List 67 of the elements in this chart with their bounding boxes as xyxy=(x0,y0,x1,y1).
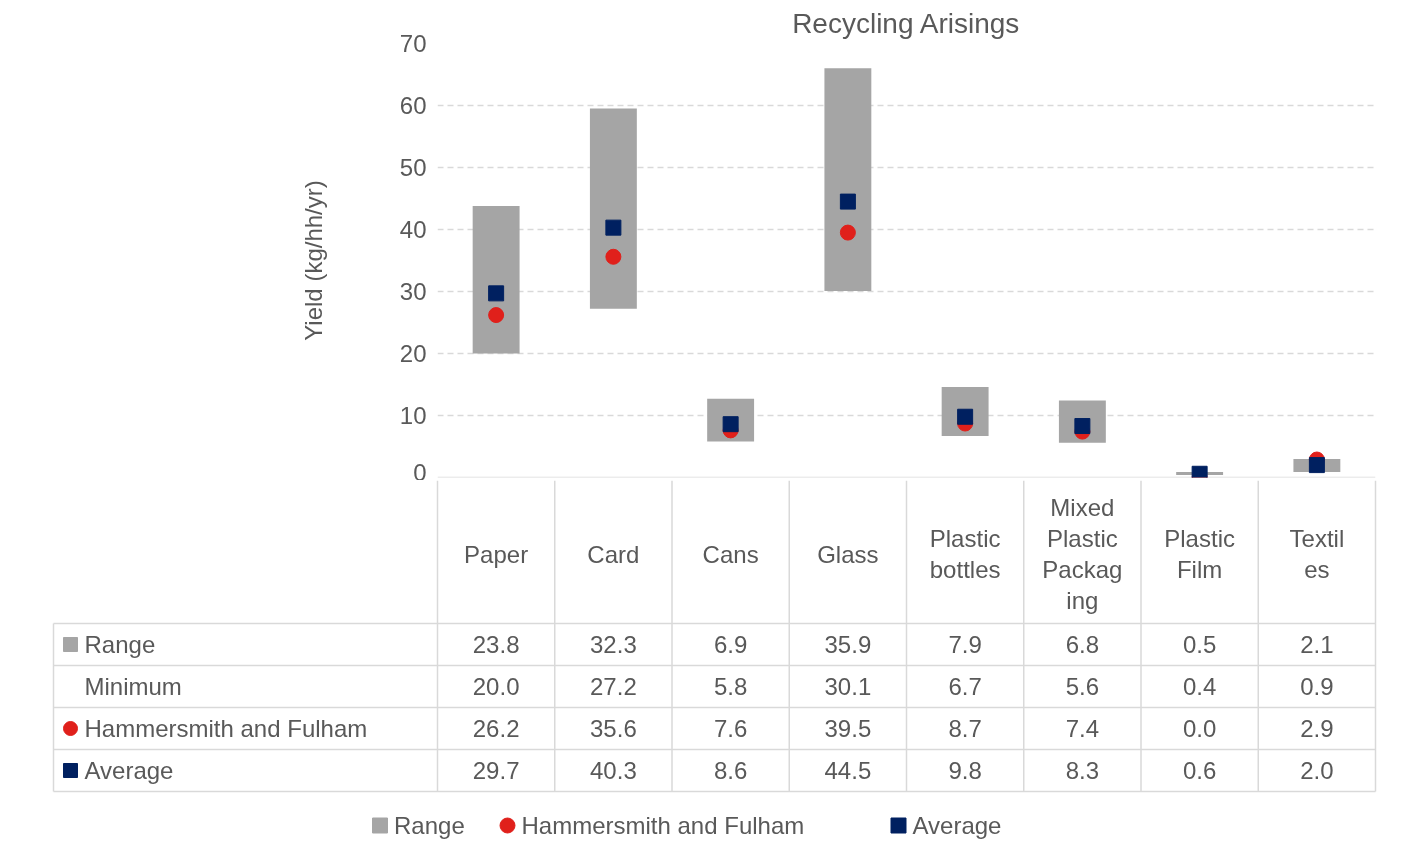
chart-title: Recycling Arisings xyxy=(792,7,1020,39)
point xyxy=(839,224,856,241)
data-label: 2.0 xyxy=(1300,757,1334,784)
data-label: 29.7 xyxy=(472,757,520,784)
text: Hammersmith and Fulham xyxy=(521,812,805,839)
data-label: 8.3 xyxy=(1065,757,1100,784)
data-label: 35.6 xyxy=(590,715,637,742)
data-label: 6.9 xyxy=(713,631,748,658)
data-label: 2.9 xyxy=(1300,715,1334,742)
y-tick-label: 50 xyxy=(399,154,427,181)
x-tick-label: Textiles xyxy=(1289,524,1345,584)
text: 0.4 xyxy=(1182,673,1217,700)
legend-label: Average xyxy=(912,812,1002,839)
legend-label: Hammersmith and Fulham xyxy=(84,715,368,742)
data-label: 6.8 xyxy=(1065,631,1100,658)
y-tick-label: 10 xyxy=(399,402,427,429)
data-label: 26.2 xyxy=(472,715,520,742)
point xyxy=(605,248,622,265)
x-tick-label: Card xyxy=(587,540,640,568)
text: 20.0 xyxy=(472,673,520,700)
y-tick-label: 40 xyxy=(399,216,427,243)
x-tick-label: Mixed Plastic Packaging xyxy=(1042,493,1123,615)
text: 30.1 xyxy=(824,673,872,700)
data-label: 7.9 xyxy=(948,631,982,658)
data-label: 23.8 xyxy=(472,631,520,658)
data-label: 40.3 xyxy=(590,757,637,784)
x-tick-label: Cans xyxy=(702,540,759,568)
point xyxy=(488,285,505,302)
y-tick-label: 60 xyxy=(399,92,427,119)
text: 5.6 xyxy=(1065,673,1100,700)
bar xyxy=(824,68,872,291)
text: Average xyxy=(84,757,174,784)
x-tick-label: Paper xyxy=(464,540,529,568)
data-label: 2.1 xyxy=(1300,631,1334,658)
legend-label: Range xyxy=(394,812,465,839)
bar xyxy=(472,205,520,354)
y-axis-title: Yield (kg/hh/yr) xyxy=(299,180,327,341)
data-label: 0.6 xyxy=(1182,757,1217,784)
text: 6.7 xyxy=(948,673,982,700)
x-tick-label: Plastic Film xyxy=(1164,524,1235,584)
data-label: 0.5 xyxy=(1182,631,1217,658)
data-label: 32.3 xyxy=(590,631,637,658)
y-tick-label: 20 xyxy=(399,340,427,367)
data-label: 44.5 xyxy=(824,757,872,784)
point xyxy=(488,307,505,324)
data-label: 8.7 xyxy=(948,715,982,742)
x-tick-label: Glass xyxy=(817,540,879,568)
data-label: 9.8 xyxy=(948,757,982,784)
data-label: 7.4 xyxy=(1065,715,1100,742)
data-label: 39.5 xyxy=(824,715,872,742)
y-tick-label: 70 xyxy=(399,30,427,57)
point xyxy=(605,219,622,236)
text: 5.8 xyxy=(713,673,748,700)
x-tick-label: Plastic bottles xyxy=(929,524,1001,584)
point xyxy=(839,193,856,210)
data-label: 8.6 xyxy=(713,757,748,784)
data-label: 35.9 xyxy=(824,631,872,658)
bar xyxy=(589,108,637,309)
data-label: 0.0 xyxy=(1182,715,1217,742)
point xyxy=(1308,457,1325,474)
text: 0.9 xyxy=(1300,673,1334,700)
text: Range xyxy=(84,631,156,658)
text: 27.2 xyxy=(590,673,637,700)
y-tick-label: 0 xyxy=(413,458,427,486)
data-label: 7.6 xyxy=(713,715,748,742)
y-tick-label: 30 xyxy=(399,278,427,305)
text: Minimum xyxy=(84,673,182,700)
